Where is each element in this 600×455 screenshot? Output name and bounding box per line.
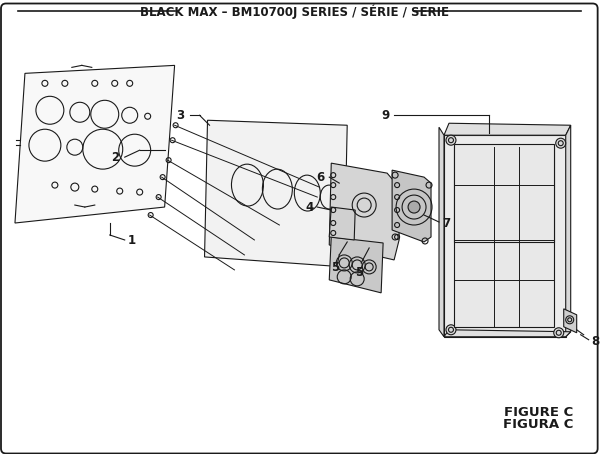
Polygon shape xyxy=(329,207,355,240)
Text: 9: 9 xyxy=(382,109,390,122)
Polygon shape xyxy=(15,66,175,223)
Circle shape xyxy=(556,138,566,148)
Polygon shape xyxy=(444,135,566,337)
Text: 7: 7 xyxy=(442,217,450,229)
Text: 2: 2 xyxy=(112,151,120,164)
Text: 8: 8 xyxy=(592,335,600,348)
Polygon shape xyxy=(564,309,577,333)
Text: FIGURE C: FIGURE C xyxy=(505,406,574,419)
Polygon shape xyxy=(444,123,571,135)
Text: 4: 4 xyxy=(305,201,313,213)
Polygon shape xyxy=(329,237,383,293)
Circle shape xyxy=(408,201,420,213)
Polygon shape xyxy=(444,330,571,337)
Circle shape xyxy=(446,325,456,335)
Circle shape xyxy=(554,328,564,338)
Text: FIGURA C: FIGURA C xyxy=(503,418,574,431)
Text: 3: 3 xyxy=(176,109,185,122)
Text: 5: 5 xyxy=(355,266,364,279)
Polygon shape xyxy=(566,125,571,337)
Polygon shape xyxy=(392,170,431,242)
Bar xyxy=(454,147,554,327)
Text: BLACK MAX – BM10700J SERIES / SÉRIE / SERIE: BLACK MAX – BM10700J SERIES / SÉRIE / SE… xyxy=(140,4,449,19)
Circle shape xyxy=(446,135,456,145)
Text: 5: 5 xyxy=(331,262,340,274)
Bar xyxy=(454,144,554,242)
Text: 1: 1 xyxy=(128,234,136,248)
Polygon shape xyxy=(329,163,399,260)
Polygon shape xyxy=(205,120,347,267)
Polygon shape xyxy=(439,127,444,337)
Text: 6: 6 xyxy=(316,171,324,184)
